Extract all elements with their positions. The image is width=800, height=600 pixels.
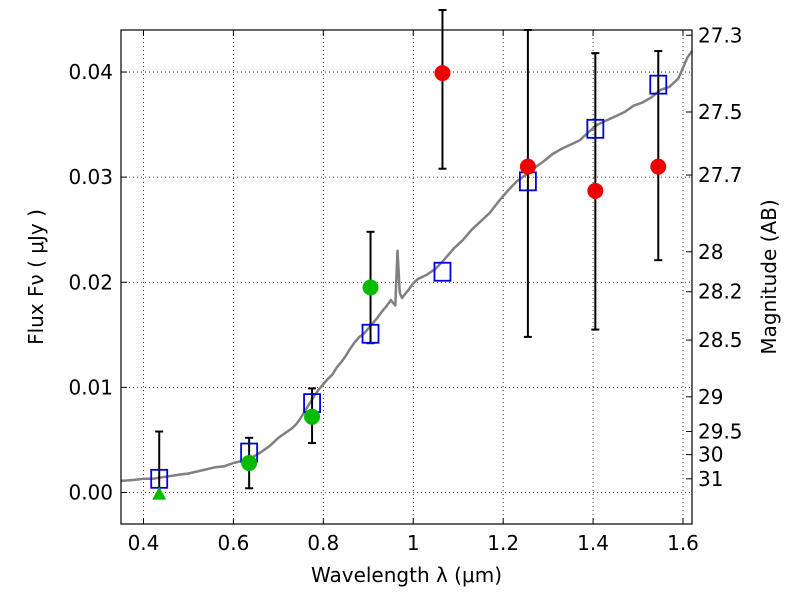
x-tick-label: 0.8: [307, 531, 339, 555]
model-spectrum-line: [120, 50, 694, 483]
triangle-marker: [152, 486, 167, 500]
x-tick-label: 0.6: [217, 531, 249, 555]
x-axis-label: Wavelength λ (μm): [311, 563, 502, 587]
square-marker: [361, 323, 380, 344]
marker-layer: [150, 65, 668, 500]
y2-tick-label: 30: [698, 443, 723, 467]
square-marker: [433, 261, 452, 282]
grid-layer: [121, 30, 692, 524]
y2-tick-label: 27.5: [698, 100, 743, 124]
y2-tick-label: 28.5: [698, 328, 743, 352]
x-tick-label: 1.4: [577, 531, 609, 555]
x-tick-label: 0.4: [128, 531, 160, 555]
y2-tick-label: 31: [698, 467, 723, 491]
y2-tick-label: 28: [698, 240, 723, 264]
y-tick-label: 0.04: [68, 60, 113, 84]
y-tick-label: 0.01: [68, 375, 113, 399]
y2-tick-label: 29: [698, 385, 723, 409]
x-tick-label: 1.6: [667, 531, 699, 555]
y-tick-label: 0.02: [68, 270, 113, 294]
plot-frame: [120, 29, 693, 525]
square-marker: [586, 118, 605, 139]
square-marker: [649, 74, 668, 95]
y-axis-label: Flux Fν ( μJy ): [24, 209, 48, 345]
y-tick-label: 0.00: [68, 480, 113, 504]
model-spectrum-layer: [120, 50, 694, 483]
circle-marker: [241, 455, 258, 472]
circle-marker: [587, 182, 604, 199]
ticks-layer: 0.4 0.6 0.8 1 1.2 1.4 1.6 0.00 0.01 0.02 0.03 0.04 2…: [68, 23, 742, 555]
y2-tick-label: 27.3: [698, 23, 743, 47]
y-tick-label: 0.03: [68, 165, 113, 189]
circle-marker: [519, 158, 536, 175]
y2-tick-label: 29.5: [698, 420, 743, 444]
errorbar-layer: [155, 9, 663, 496]
y2-axis-label: Magnitude (AB): [757, 199, 781, 354]
circle-marker: [650, 158, 667, 175]
x-tick-label: 1.2: [487, 531, 519, 555]
y2-tick-label: 27.7: [698, 163, 743, 187]
x-tick-label: 1: [407, 531, 420, 555]
circle-marker: [362, 279, 379, 296]
circle-marker: [304, 408, 321, 425]
circle-marker: [434, 65, 451, 82]
y2-tick-label: 28.2: [698, 280, 743, 304]
